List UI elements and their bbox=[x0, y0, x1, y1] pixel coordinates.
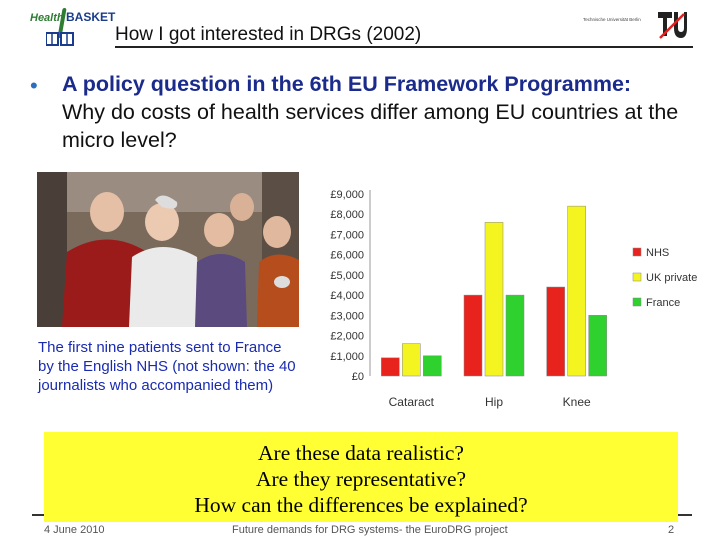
bar bbox=[484, 222, 504, 377]
x-tick-label: Knee bbox=[563, 395, 591, 409]
bullet-text: A policy question in the 6th EU Framewor… bbox=[62, 70, 692, 154]
tu-berlin-logo-icon bbox=[658, 12, 687, 39]
logo-basket-text: BASKET bbox=[66, 10, 116, 24]
bar bbox=[463, 294, 483, 377]
bar bbox=[505, 294, 525, 377]
y-tick-label: £9,000 bbox=[330, 189, 364, 201]
bar bbox=[588, 315, 607, 377]
legend-swatch bbox=[632, 297, 642, 307]
footer-date: 4 June 2010 bbox=[44, 524, 105, 536]
y-tick-label: £4,000 bbox=[330, 290, 364, 302]
bar bbox=[546, 286, 565, 377]
bar bbox=[381, 357, 400, 377]
y-tick-label: £8,000 bbox=[330, 209, 364, 221]
x-tick-label: Cataract bbox=[389, 395, 435, 409]
y-tick-label: £1,000 bbox=[330, 351, 364, 363]
tu-berlin-text: Technische Universität Berlin bbox=[583, 17, 641, 22]
x-tick-label: Hip bbox=[485, 395, 503, 409]
legend-label: UK private bbox=[646, 272, 697, 284]
eu-flag-icon bbox=[46, 32, 74, 46]
legend-label: France bbox=[646, 297, 680, 309]
bullet-icon: • bbox=[30, 73, 38, 98]
bar bbox=[402, 343, 421, 377]
callout-line-3: How can the differences be explained? bbox=[194, 493, 528, 517]
bullet-question: Why do costs of health services differ a… bbox=[62, 100, 679, 152]
bar bbox=[567, 205, 586, 377]
y-tick-label: £6,000 bbox=[330, 250, 364, 262]
photo-caption: The first nine patients sent to France b… bbox=[38, 339, 296, 394]
callout-line-1: Are these data realistic? bbox=[258, 441, 464, 465]
y-tick-label: £5,000 bbox=[330, 270, 364, 282]
y-tick-label: £7,000 bbox=[330, 229, 364, 241]
legend-swatch bbox=[632, 272, 642, 282]
healthbasket-logo: Health BASKET bbox=[30, 8, 120, 48]
callout-line-2: Are they representative? bbox=[255, 467, 467, 491]
footer-project: Future demands for DRG systems- the Euro… bbox=[232, 524, 508, 536]
cost-bar-chart: £0 £1,000 £2,000 £3,000 £4,000 £5,000 £6,000 £7… bbox=[330, 189, 697, 409]
page-number: 2 bbox=[668, 524, 675, 536]
y-tick-label: £2,000 bbox=[330, 331, 364, 343]
question-callout: Are these data realistic? Are they repre… bbox=[44, 432, 678, 522]
bullet-highlight: A policy question in the 6th EU Framewor… bbox=[62, 72, 632, 96]
legend-label: NHS bbox=[646, 247, 669, 259]
y-tick-label: £0 bbox=[352, 371, 364, 383]
legend-swatch bbox=[632, 247, 642, 257]
bar bbox=[423, 355, 442, 377]
y-tick-label: £3,000 bbox=[330, 310, 364, 322]
header-divider bbox=[115, 46, 693, 48]
page-title: How I got interested in DRGs (2002) bbox=[115, 24, 422, 45]
patients-photo bbox=[37, 172, 299, 327]
logo-health-text: Health bbox=[30, 12, 64, 24]
